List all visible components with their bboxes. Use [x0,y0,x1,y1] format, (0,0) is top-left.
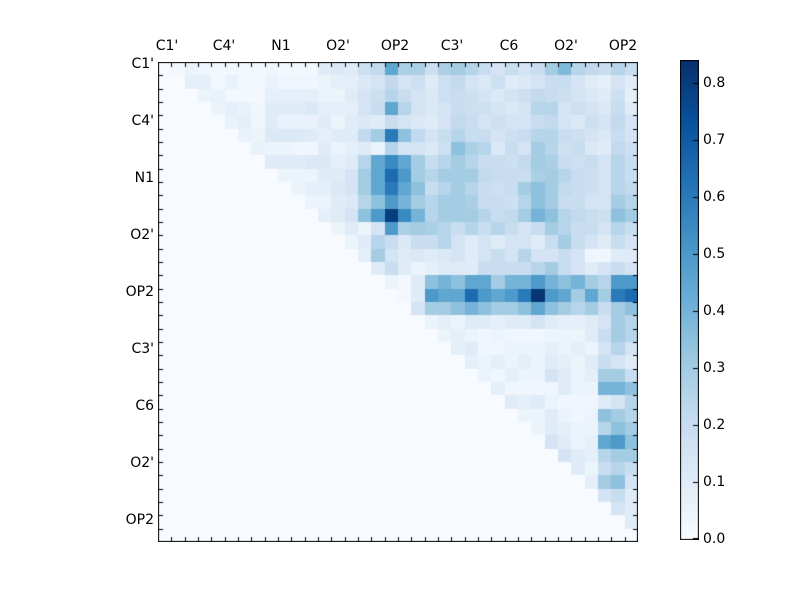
x-tick-label: OP2 [608,38,638,54]
x-tick-label: C3' [440,38,464,54]
y-tick-label: O2' [130,227,154,243]
colorbar-tick-label: 0.7 [703,132,726,148]
colorbar-tick-label: 0.3 [703,360,726,376]
y-tick-label: O2' [130,455,154,471]
colorbar-tick-label: 0.1 [703,474,726,490]
y-tick-label: OP2 [125,512,154,528]
x-tick-label: C6 [499,38,519,54]
colorbar-tick-label: 0.4 [703,303,726,319]
colorbar-tick-label: 0.0 [703,531,726,547]
colorbar [680,60,699,540]
y-tick-label: C4' [131,113,154,129]
y-tick-label: C1' [131,56,154,72]
heatmap-canvas [158,62,638,542]
x-tick-label: C1' [155,38,179,54]
colorbar-tick-label: 0.5 [703,246,726,262]
x-tick-label: O2' [554,38,578,54]
y-tick-label: N1 [134,170,154,186]
colorbar-tick-label: 0.6 [703,189,726,205]
y-tick-label: C3' [131,341,154,357]
x-tick-label: C4' [212,38,236,54]
colorbar-tick-label: 0.8 [703,75,726,91]
x-tick-label: OP2 [380,38,410,54]
y-tick-label: C6 [135,398,154,414]
colorbar-tick-label: 0.2 [703,417,726,433]
x-tick-label: N1 [271,38,291,54]
y-tick-label: OP2 [125,284,154,300]
x-tick-label: O2' [326,38,350,54]
